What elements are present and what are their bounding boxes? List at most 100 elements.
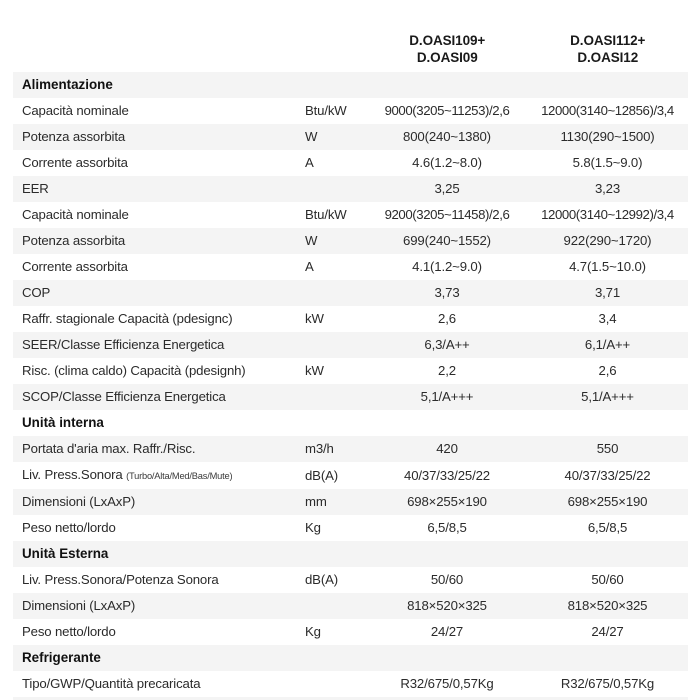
row-label: Liv. Press.Sonora/Potenza Sonora bbox=[22, 572, 219, 587]
row-unit: A bbox=[305, 259, 314, 274]
row-unit bbox=[305, 332, 367, 358]
row-label: Tipo/GWP/Quantità precaricata bbox=[22, 676, 201, 691]
table-row: EER 3,25 3,23 bbox=[13, 176, 688, 202]
model-2-line-1: D.OASI112+ bbox=[570, 33, 646, 48]
row-unit: Btu/kW bbox=[305, 103, 347, 118]
row-value-model-2: 5.8(1.5~9.0) bbox=[572, 155, 643, 170]
row-unit: A bbox=[305, 155, 314, 170]
table-row: Tipo/GWP/Quantità precaricata R32/675/0,5… bbox=[13, 671, 688, 697]
row-unit: m3/h bbox=[305, 441, 334, 456]
table-row: Risc. (clima caldo) Capacità (pdesignh) k… bbox=[13, 358, 688, 384]
row-label: Capacità nominale bbox=[22, 207, 129, 222]
row-label-sub: (Turbo/Alta/Med/Bas/Mute) bbox=[126, 471, 233, 481]
row-value-model-2: 698×255×190 bbox=[567, 494, 648, 509]
row-label: Risc. (clima caldo) Capacità (pdesignh) bbox=[22, 363, 246, 378]
row-value-model-2: R32/675/0,57Kg bbox=[560, 676, 655, 691]
table-row: Raffr. stagionale Capacità (pdesignc) kW 2… bbox=[13, 306, 688, 332]
row-value-model-1: 6,3/A++ bbox=[424, 337, 470, 352]
row-value-model-2 bbox=[527, 541, 688, 567]
section-header-row: Tubazione gas bbox=[13, 697, 688, 700]
row-label: Capacità nominale bbox=[22, 103, 129, 118]
row-unit: W bbox=[305, 233, 318, 248]
row-value-model-2 bbox=[527, 410, 688, 436]
row-value-model-2: 12000(3140~12856)/3,4 bbox=[541, 103, 674, 118]
row-unit: Kg bbox=[305, 624, 321, 639]
row-value-model-2: 6,5/8,5 bbox=[587, 520, 628, 535]
row-value-model-1: 6,5/8,5 bbox=[427, 520, 467, 535]
row-unit: Kg bbox=[305, 520, 321, 535]
row-value-model-1: 2,2 bbox=[438, 363, 456, 378]
table-row: Corrente assorbita A 4.1(1.2~9.0) 4.7(1.5~1… bbox=[13, 254, 688, 280]
row-label: Alimentazione bbox=[22, 77, 113, 92]
row-value-model-1: 420 bbox=[436, 441, 458, 456]
row-value-model-1: 50/60 bbox=[430, 572, 464, 587]
row-unit bbox=[305, 671, 367, 697]
row-label: Unità interna bbox=[22, 415, 104, 430]
row-value-model-1: 4.6(1.2~8.0) bbox=[412, 155, 482, 170]
row-value-model-1: 3,25 bbox=[434, 181, 460, 196]
row-label: Corrente assorbita bbox=[22, 155, 128, 170]
section-header-row: Refrigerante bbox=[13, 645, 688, 671]
model-1-line-2: D.OASI09 bbox=[416, 49, 478, 65]
model-1-line-1: D.OASI109+ bbox=[409, 33, 486, 48]
row-unit: W bbox=[305, 129, 318, 144]
row-value-model-1: 3,73 bbox=[434, 285, 460, 300]
row-unit bbox=[305, 280, 367, 306]
section-header-row: Unità Esterna bbox=[13, 541, 688, 567]
row-unit: dB(A) bbox=[305, 572, 338, 587]
row-unit bbox=[305, 176, 367, 202]
row-label-main: Liv. Press.Sonora bbox=[22, 467, 123, 482]
table-row: Liv. Press.Sonora/Potenza Sonora dB(A) 50/… bbox=[13, 567, 688, 593]
row-value-model-1 bbox=[367, 410, 527, 436]
row-value-model-1: 699(240~1552) bbox=[403, 233, 491, 248]
row-value-model-2: 1130(290~1500) bbox=[560, 129, 655, 144]
row-value-model-1 bbox=[367, 541, 527, 567]
row-label: Raffr. stagionale Capacità (pdesignc) bbox=[22, 311, 233, 326]
row-label: SCOP/Classe Efficienza Energetica bbox=[22, 389, 226, 404]
row-value-model-1 bbox=[367, 645, 527, 671]
row-label: EER bbox=[22, 181, 49, 196]
row-label: Unità Esterna bbox=[22, 546, 109, 561]
row-value-model-2: 550 bbox=[596, 441, 619, 456]
row-unit: dB(A) bbox=[305, 467, 338, 483]
row-label: SEER/Classe Efficienza Energetica bbox=[22, 337, 225, 352]
row-unit bbox=[305, 541, 367, 567]
table-row: Dimensioni (LxAxP) mm 698×255×190 698×255×1… bbox=[13, 489, 688, 515]
section-header-row: Alimentazione bbox=[13, 72, 688, 98]
spec-table-body: Alimentazione Capacità nominale Btu/kW 9000… bbox=[13, 72, 688, 700]
row-label: Corrente assorbita bbox=[22, 259, 128, 274]
header-model-column-2: D.OASI112+ D.OASI12 bbox=[528, 33, 689, 72]
row-label: Dimensioni (LxAxP) bbox=[22, 494, 136, 509]
table-row: Portata d'aria max. Raffr./Risc. m3/h 420 5… bbox=[13, 436, 688, 462]
table-row: Peso netto/lordo Kg 6,5/8,5 6,5/8,5 bbox=[13, 515, 688, 541]
row-label: Peso netto/lordo bbox=[22, 624, 116, 639]
row-value-model-1: 5,1/A+++ bbox=[420, 389, 474, 404]
row-label: COP bbox=[22, 285, 51, 300]
table-row: Liv. Press.Sonora (Turbo/Alta/Med/Bas/Mu… bbox=[13, 462, 688, 489]
table-row: SCOP/Classe Efficienza Energetica 5,1/A++… bbox=[13, 384, 688, 410]
table-row: Corrente assorbita A 4.6(1.2~8.0) 5.8(1.5~9… bbox=[13, 150, 688, 176]
table-row: Dimensioni (LxAxP) 818×520×325 818×520×325 bbox=[13, 593, 688, 619]
row-unit bbox=[305, 645, 367, 671]
specifications-table: Alimentazione Capacità nominale Btu/kW 9000… bbox=[13, 72, 688, 700]
row-label: Peso netto/lordo bbox=[22, 520, 116, 535]
table-row: SEER/Classe Efficienza Energetica 6,3/A++… bbox=[13, 332, 688, 358]
row-unit bbox=[305, 384, 367, 410]
row-value-model-2: 24/27 bbox=[591, 624, 624, 639]
row-value-model-2 bbox=[527, 645, 688, 671]
row-value-model-1: 800(240~1380) bbox=[403, 129, 491, 144]
row-value-model-2: 12000(3140~12992)/3,4 bbox=[541, 207, 674, 222]
row-unit bbox=[305, 72, 367, 98]
row-unit: mm bbox=[305, 494, 327, 509]
row-value-model-1: 2,6 bbox=[438, 311, 456, 326]
row-unit bbox=[305, 593, 367, 619]
table-row: Potenza assorbita W 699(240~1552) 922(290~1… bbox=[13, 228, 688, 254]
row-label: Potenza assorbita bbox=[22, 129, 126, 144]
row-value-model-2: 922(290~1720) bbox=[563, 233, 652, 248]
model-2-line-2: D.OASI12 bbox=[577, 49, 639, 65]
row-label: Portata d'aria max. Raffr./Risc. bbox=[22, 441, 196, 456]
row-unit bbox=[305, 410, 367, 436]
row-value-model-2: 5,1/A+++ bbox=[581, 389, 634, 404]
row-value-model-2: 50/60 bbox=[591, 572, 624, 587]
